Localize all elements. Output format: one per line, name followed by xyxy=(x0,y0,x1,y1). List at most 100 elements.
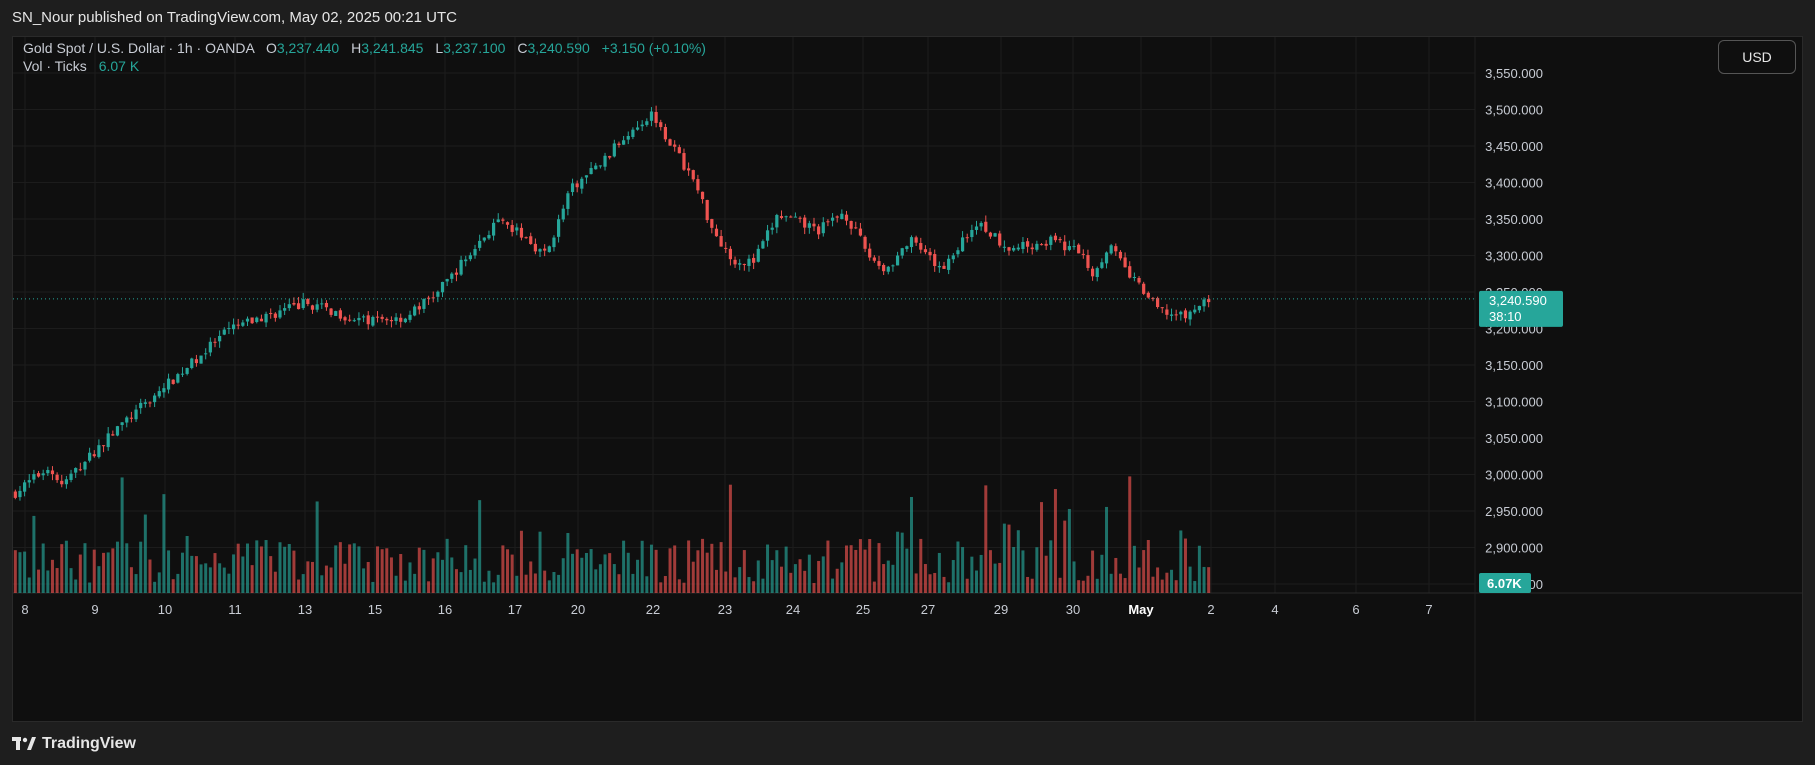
candle xyxy=(213,338,217,348)
volume-bar xyxy=(1100,554,1104,593)
volume-label[interactable]: Vol · Ticks xyxy=(23,58,87,74)
candle-body xyxy=(988,232,993,237)
candle-body xyxy=(32,474,36,480)
candle xyxy=(78,462,82,472)
candle xyxy=(603,152,607,171)
volume-bar xyxy=(315,501,319,593)
volume-bar xyxy=(998,562,1002,593)
tradingview-icon xyxy=(12,737,36,750)
candle xyxy=(1025,238,1030,253)
candle xyxy=(1188,310,1192,326)
candle xyxy=(1151,296,1155,302)
candle xyxy=(171,379,175,385)
volume-bar xyxy=(645,576,649,593)
candle-body xyxy=(928,251,932,256)
candle-body xyxy=(858,228,863,236)
close-label: C xyxy=(517,40,528,56)
volume-bar xyxy=(376,546,380,593)
currency-button[interactable]: USD xyxy=(1718,40,1796,74)
volume-bar xyxy=(654,549,658,593)
candle xyxy=(960,231,965,252)
candle xyxy=(552,235,556,252)
candle xyxy=(399,313,403,328)
volume-bar xyxy=(910,496,913,593)
volume-bar xyxy=(543,570,547,593)
candle-body xyxy=(584,175,589,178)
candle xyxy=(1058,236,1062,243)
candle-body xyxy=(1030,247,1034,250)
volume-bar xyxy=(766,544,770,593)
candle xyxy=(668,138,672,146)
candle-body xyxy=(422,299,426,309)
volume-bar xyxy=(199,564,203,593)
volume-bar xyxy=(835,568,839,593)
candle-body xyxy=(27,480,31,483)
candle-body xyxy=(64,479,68,485)
price-tick-label: 2,900.000 xyxy=(1485,541,1543,556)
candle xyxy=(566,190,570,216)
candle-body xyxy=(654,111,658,123)
candle xyxy=(431,291,435,303)
close-value: 3,240.590 xyxy=(527,40,590,56)
volume-bar xyxy=(970,556,974,593)
price-tick-label: 3,300.000 xyxy=(1485,249,1543,264)
candle xyxy=(696,174,700,194)
volume-bar xyxy=(524,574,528,593)
volume-bar xyxy=(394,575,398,593)
price-tick-label: 3,150.000 xyxy=(1485,358,1543,373)
candle xyxy=(817,224,821,240)
candle-body xyxy=(371,317,375,326)
candle xyxy=(55,472,59,483)
candle xyxy=(1123,252,1127,268)
candle-body xyxy=(933,254,937,267)
candle-body xyxy=(993,233,997,237)
volume-bar xyxy=(1002,523,1006,593)
candle xyxy=(882,263,886,276)
volume-bar xyxy=(775,550,779,593)
volume-bar xyxy=(88,582,92,593)
chart-area[interactable]: 3,550.000 3,500.000 3,450.000 3,400.000 3,35… xyxy=(12,36,1803,722)
volume-bar xyxy=(436,552,440,593)
candle xyxy=(919,237,923,254)
time-tick-label: 20 xyxy=(571,602,585,617)
volume-bar xyxy=(1044,555,1048,593)
volume-bar xyxy=(366,561,370,593)
symbol-label[interactable]: Gold Spot / U.S. Dollar · 1h · OANDA xyxy=(23,40,255,56)
candle-body xyxy=(914,237,918,243)
candle-body xyxy=(617,143,621,146)
last-price-value: 3,240.590 xyxy=(1489,293,1547,308)
candle-body xyxy=(700,191,705,200)
volume-bar xyxy=(506,549,510,593)
candlestick-chart[interactable]: 3,550.000 3,500.000 3,450.000 3,400.000 3,35… xyxy=(13,37,1803,722)
volume-bar xyxy=(60,544,64,593)
volume-bar xyxy=(649,544,653,593)
tradingview-logo[interactable]: TradingView xyxy=(12,735,136,753)
candle-body xyxy=(1137,278,1141,283)
candle-body xyxy=(798,217,802,219)
candle-body xyxy=(315,304,319,310)
candle-body xyxy=(849,220,853,229)
volume-bar xyxy=(603,554,607,593)
volume-bar xyxy=(747,577,751,593)
candle xyxy=(1197,305,1201,313)
candle xyxy=(589,161,593,175)
candle-body xyxy=(357,317,361,321)
candle xyxy=(858,222,863,237)
volume-bar xyxy=(552,571,556,593)
candle-body xyxy=(343,317,347,321)
candle-body xyxy=(909,237,914,248)
candle-body xyxy=(55,474,59,481)
volume-bar xyxy=(896,531,900,593)
volume-bar xyxy=(236,543,240,593)
candle xyxy=(543,244,547,257)
candle xyxy=(60,474,64,488)
price-tick-label: 3,050.000 xyxy=(1485,431,1543,446)
volume-bar xyxy=(380,549,384,593)
volume-bar xyxy=(622,540,626,593)
volume-bar xyxy=(171,579,175,593)
candle-body xyxy=(1053,235,1058,241)
candle-body xyxy=(937,266,941,268)
candle xyxy=(677,144,681,154)
candle-body xyxy=(46,470,50,474)
